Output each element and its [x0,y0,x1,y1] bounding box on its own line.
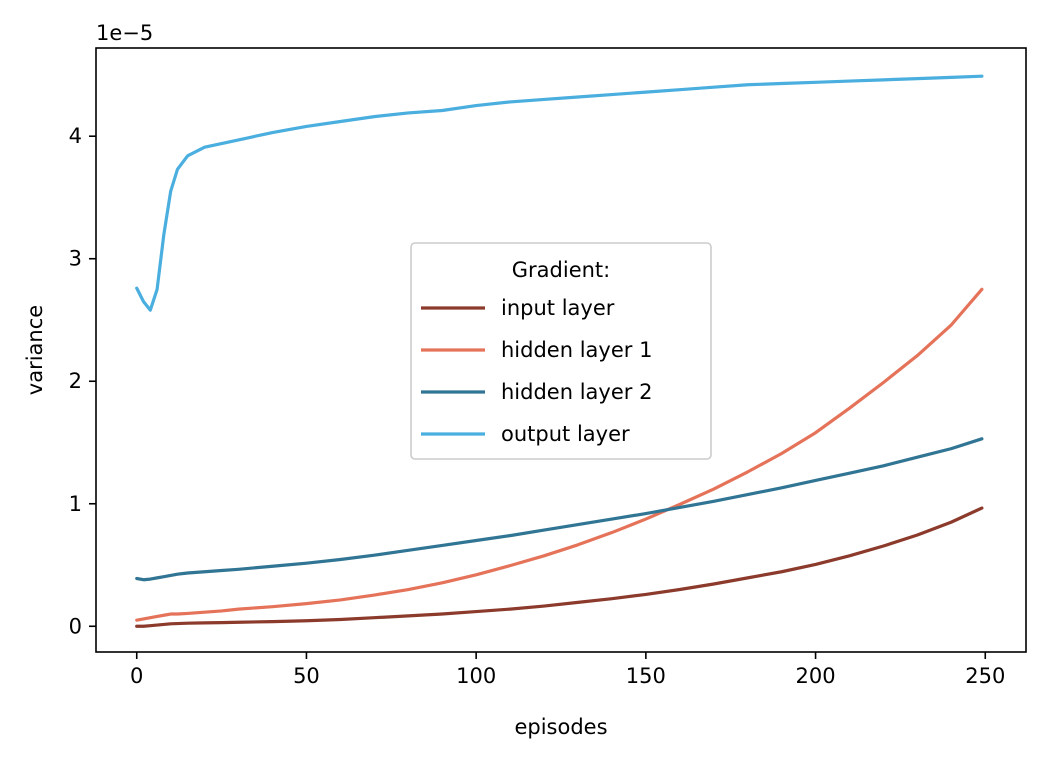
series-line-3 [135,437,984,582]
axes: 0 50 100 150 200 250 0 1 2 3 4 [69,47,1027,688]
legend-label-2: hidden layer 1 [501,338,652,362]
y-tick-label: 4 [69,124,82,148]
series-line-2 [135,287,984,622]
legend: Gradient: input layer hidden layer 1 hidden… [410,242,712,460]
legend-label-1: input layer [501,296,615,320]
x-tick-label: 50 [293,664,320,688]
x-tick-label: 100 [456,664,496,688]
y-tick-label: 0 [69,614,82,638]
x-tick-label: 200 [796,664,836,688]
legend-label-4: output layer [501,422,630,446]
y-axis-label: variance [23,305,47,395]
y-offset-label: 1e−5 [96,21,153,45]
x-axis-label: episodes [514,715,607,739]
legend-title: Gradient: [512,258,610,282]
series-line-4 [135,74,984,312]
x-tick-label: 0 [130,664,143,688]
series-line-1 [135,506,984,628]
legend-label-3: hidden layer 2 [501,380,652,404]
y-tick-label: 3 [69,247,82,271]
series-lines [135,74,984,628]
legend-box [410,242,712,460]
y-tick-label: 1 [69,492,82,516]
x-tick-label: 250 [965,664,1005,688]
y-tick-label: 2 [69,369,82,393]
plot-frame [95,47,1027,653]
x-tick-label: 150 [626,664,666,688]
